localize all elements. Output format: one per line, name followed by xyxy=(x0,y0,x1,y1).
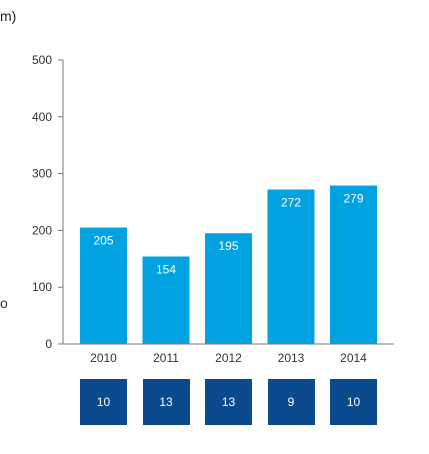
bar-chart: 0 100 200 300 400 500 205 2010 154 2011 195 2012 272… xyxy=(32,53,394,365)
x-tick-label: 2014 xyxy=(340,351,367,365)
chart-title-fragment: m) xyxy=(0,8,17,24)
x-tick-label: 2013 xyxy=(278,351,305,365)
y-axis-label-fragment: o xyxy=(0,295,8,311)
bar xyxy=(142,256,190,344)
secondary-value-box: 13 xyxy=(205,379,252,425)
bar xyxy=(267,189,315,344)
y-tick-label: 300 xyxy=(32,167,52,181)
secondary-value-box: 10 xyxy=(330,379,377,425)
secondary-value-box: 13 xyxy=(142,379,190,425)
y-tick-label: 0 xyxy=(45,337,52,351)
y-tick-label: 100 xyxy=(32,280,52,294)
bar-value-label: 205 xyxy=(93,234,113,248)
secondary-value-row: 10 13 13 9 10 xyxy=(0,379,429,425)
x-tick-label: 2010 xyxy=(90,351,117,365)
bar-value-label: 154 xyxy=(156,263,176,277)
bar xyxy=(330,185,377,344)
y-tick-label: 500 xyxy=(32,53,52,67)
bar-value-label: 272 xyxy=(281,196,301,210)
bar-value-label: 279 xyxy=(343,192,363,206)
bar-value-label: 195 xyxy=(218,239,238,253)
y-tick-label: 400 xyxy=(32,110,52,124)
secondary-value-box: 10 xyxy=(80,379,127,425)
secondary-value-box: 9 xyxy=(267,379,315,425)
bar xyxy=(205,233,252,344)
x-tick-label: 2012 xyxy=(215,351,242,365)
x-tick-label: 2011 xyxy=(153,351,179,365)
y-tick-label: 200 xyxy=(32,223,52,237)
bar xyxy=(80,227,127,344)
